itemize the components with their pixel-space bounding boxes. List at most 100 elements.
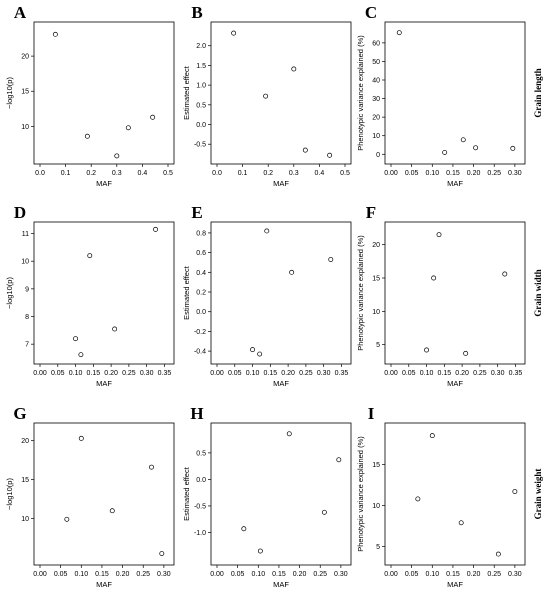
plot-frame <box>210 422 352 566</box>
data-point <box>429 433 435 439</box>
data-point <box>257 351 263 357</box>
y-tick-label: 20 <box>21 54 29 61</box>
x-tick-label: 0.30 <box>491 370 505 377</box>
x-tick-label: 0.30 <box>508 571 522 578</box>
panel-letter: A <box>14 3 27 22</box>
x-tick-label: 0.00 <box>33 370 47 377</box>
x-axis-label: MAF <box>273 580 289 589</box>
y-tick-label: 1.5 <box>196 63 206 70</box>
data-point <box>473 145 479 151</box>
y-tick-label: 5 <box>376 544 380 551</box>
data-point <box>64 516 70 522</box>
data-point <box>512 489 518 494</box>
y-axis-label: −log10(p) <box>5 478 14 510</box>
y-tick-label: -0.2 <box>194 329 206 336</box>
x-tick-label: 0.05 <box>228 370 242 377</box>
x-axis-label: MAF <box>273 379 289 388</box>
plot-frame <box>384 221 526 365</box>
row-label: Grain width <box>533 269 543 316</box>
data-point <box>78 352 84 358</box>
y-tick-label: 0.5 <box>196 102 206 109</box>
y-tick-label: 10 <box>21 124 29 131</box>
x-tick-label: 0.25 <box>473 370 487 377</box>
data-point <box>458 520 464 526</box>
y-axis-label: Estimated effect <box>182 265 191 320</box>
x-tick-label: 0.20 <box>293 571 307 578</box>
data-point <box>436 232 442 238</box>
panel-letter: F <box>366 203 376 222</box>
x-tick-label: 0.00 <box>384 571 398 578</box>
x-tick-label: 0.00 <box>384 170 398 177</box>
data-point <box>396 30 402 36</box>
x-tick-label: 0.05 <box>54 571 68 578</box>
y-tick-label: -0.4 <box>194 349 206 356</box>
row-label: Grain length <box>533 68 543 117</box>
x-tick-label: 0.20 <box>455 370 469 377</box>
x-tick-label: 0.15 <box>95 571 109 578</box>
x-axis-label: MAF <box>447 580 463 589</box>
data-point <box>502 271 508 277</box>
x-tick-label: 0.15 <box>438 370 452 377</box>
plot-frame <box>384 422 526 566</box>
y-tick-label: 5 <box>376 342 380 349</box>
x-tick-label: 0.00 <box>384 370 398 377</box>
x-tick-label: 0.30 <box>157 571 171 578</box>
x-tick-label: 0.35 <box>158 370 172 377</box>
data-point <box>84 133 90 139</box>
panel-letter: B <box>191 3 202 22</box>
x-tick-label: 0.05 <box>405 170 419 177</box>
data-point <box>321 509 327 515</box>
data-point <box>153 226 159 232</box>
y-tick-label: 9 <box>25 286 29 293</box>
y-tick-label: 30 <box>372 96 380 103</box>
panel-letter: C <box>365 3 377 22</box>
x-tick-label: 0.20 <box>116 571 130 578</box>
x-tick-label: 0.10 <box>69 370 83 377</box>
data-point <box>159 551 165 557</box>
y-tick-label: 7 <box>25 342 29 349</box>
y-axis-label: Phenotypic variance explained (%) <box>356 35 365 151</box>
x-tick-label: 0.00 <box>210 571 224 578</box>
x-tick-label: 0.25 <box>136 571 150 578</box>
x-tick-label: 0.25 <box>487 571 501 578</box>
plot-frame <box>33 21 175 165</box>
y-tick-label: 0 <box>376 152 380 159</box>
y-tick-label: 20 <box>372 115 380 122</box>
x-tick-label: 0.05 <box>51 370 65 377</box>
panel-letter: D <box>14 203 26 222</box>
x-tick-label: 0.2 <box>263 170 273 177</box>
panel-letter: I <box>368 404 375 423</box>
panel-a: A 0.0 0.1 0.2 0.3 0.4 0.5 10 15 20 MAF −log10(p) <box>5 3 175 188</box>
data-point <box>87 253 93 259</box>
y-tick-label: 0.4 <box>196 270 206 277</box>
y-axis-label: −log10(p) <box>5 77 14 109</box>
x-tick-label: 0.15 <box>446 571 460 578</box>
data-point <box>257 548 263 554</box>
data-point <box>495 551 501 557</box>
x-tick-label: 0.05 <box>405 571 419 578</box>
x-tick-label: 0.5 <box>163 170 173 177</box>
y-axis-label: Estimated effect <box>182 65 191 120</box>
y-tick-label: 10 <box>372 133 380 140</box>
panel-i: I 0.00 0.05 0.10 0.15 0.20 0.25 0.30 5 10 15 MAF Phe… <box>356 404 526 589</box>
data-point <box>52 31 58 37</box>
x-tick-label: 0.10 <box>425 571 439 578</box>
data-point <box>327 152 333 158</box>
x-tick-label: 0.25 <box>487 170 501 177</box>
y-tick-label: 40 <box>372 78 380 85</box>
data-point <box>431 275 437 281</box>
x-tick-label: 0.3 <box>112 170 122 177</box>
panel-d: D 0.00 0.05 0.10 0.15 0.20 0.25 0.30 0.35 7 8 9 10 11… <box>5 203 175 388</box>
data-point <box>286 431 292 437</box>
y-axis-label: Phenotypic variance explained (%) <box>356 235 365 351</box>
panel-letter: G <box>13 404 26 423</box>
data-point <box>125 125 131 131</box>
y-tick-label: 0.0 <box>196 122 206 129</box>
y-tick-label: 2.0 <box>196 43 206 50</box>
data-point <box>78 435 84 441</box>
y-tick-label: 8 <box>25 314 29 321</box>
y-tick-label: 0.0 <box>196 309 206 316</box>
x-tick-label: 0.4 <box>138 170 148 177</box>
y-tick-label: 15 <box>372 276 380 283</box>
